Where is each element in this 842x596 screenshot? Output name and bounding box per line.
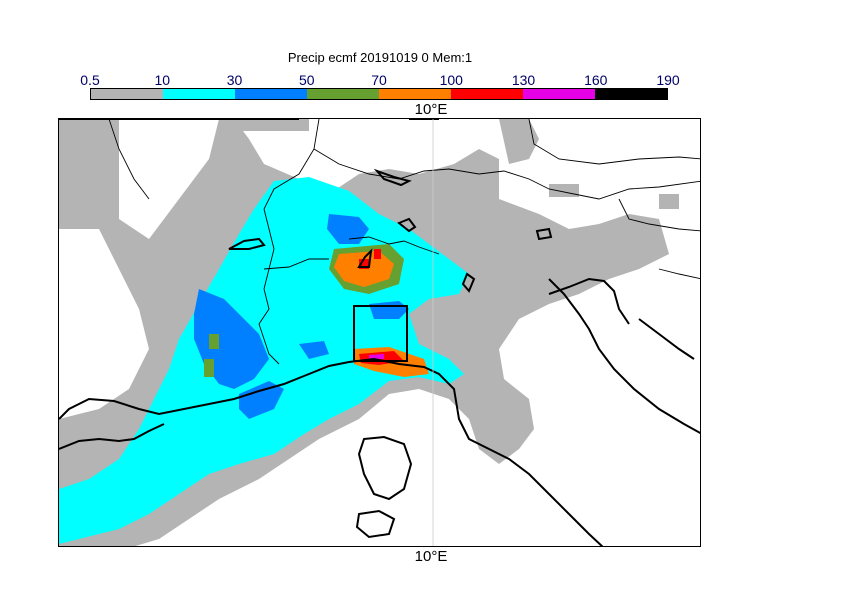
colorbar <box>90 88 668 100</box>
colorbar-tick-label: 30 <box>226 72 243 88</box>
lakes <box>228 168 553 293</box>
colorbar-segment <box>451 89 523 99</box>
colorbar-segment <box>163 89 235 99</box>
map-title: Precip ecmf 20191019 0 Mem:1 <box>287 50 473 65</box>
colorbar-tick-label: 70 <box>371 72 387 88</box>
colorbar-tick-label: 130 <box>511 72 536 88</box>
colorbar-segment <box>235 89 307 99</box>
colorbar-tick-label: 160 <box>584 72 608 88</box>
colorbar-tick-label: 50 <box>298 72 315 88</box>
precipitation-map <box>58 118 701 547</box>
precip-magenta-area <box>369 354 384 359</box>
longitude-label-bottom: 10°E <box>414 548 448 565</box>
colorbar-tick-label: 0.5 <box>80 72 100 88</box>
colorbar-segment <box>91 89 163 99</box>
longitude-label-top: 10°E <box>414 101 448 118</box>
precip-gaps <box>59 119 419 494</box>
colorbar-tick-label: 190 <box>656 72 680 88</box>
region-box <box>353 305 408 362</box>
colorbar-tick-label: 10 <box>154 72 171 88</box>
country-borders <box>108 119 700 365</box>
colorbar-segment <box>379 89 451 99</box>
colorbar-segment <box>307 89 379 99</box>
colorbar-segment <box>595 89 667 99</box>
colorbar-tick-labels: 0.5 10 30 50 70 100 130 160 190 <box>0 72 842 90</box>
colorbar-segment <box>523 89 595 99</box>
colorbar-tick-label: 100 <box>439 72 463 88</box>
